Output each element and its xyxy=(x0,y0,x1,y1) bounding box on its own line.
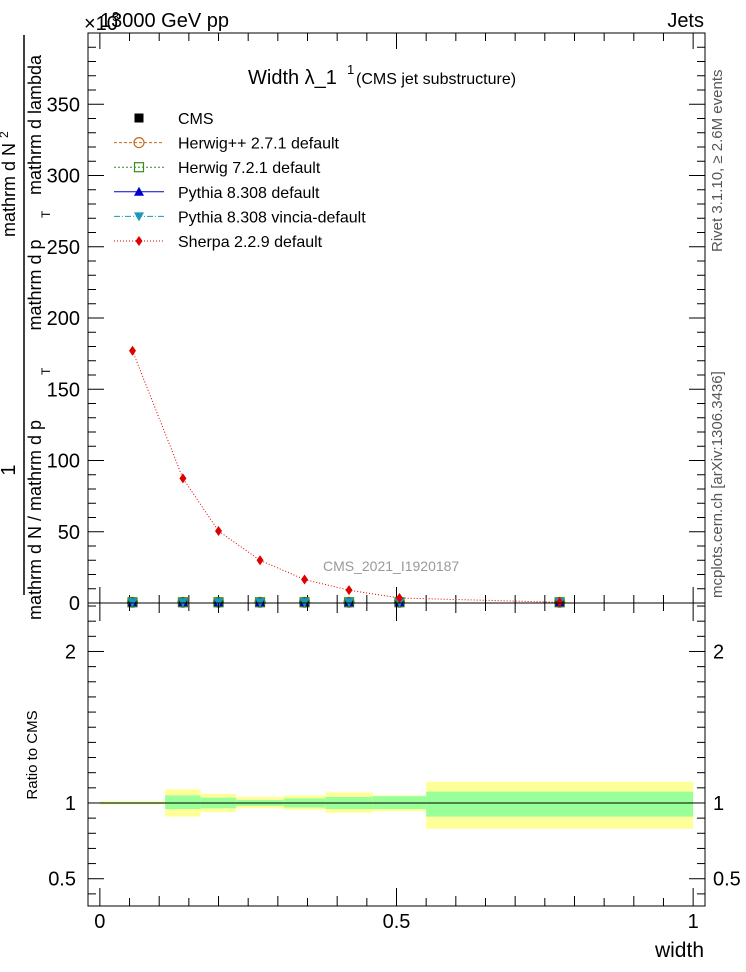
watermark: CMS_2021_I1920187 xyxy=(323,558,459,574)
main-title: Width λ_1 xyxy=(248,67,337,89)
main-y-axis-label: 1 mathrm d N / mathrm d p T mathrm d N 2… xyxy=(0,35,53,620)
legend-label: Pythia 8.308 default xyxy=(178,185,320,202)
sherpa-marker xyxy=(135,236,143,246)
main-y-tick-label: 200 xyxy=(47,308,80,330)
series-diamond xyxy=(128,345,564,608)
jets-label: Jets xyxy=(667,10,704,32)
main-title-suffix: (CMS jet substructure) xyxy=(356,71,516,88)
ratio-bands xyxy=(99,781,694,829)
main-y-tick-label: 350 xyxy=(47,94,80,116)
legend-label: Herwig 7.2.1 default xyxy=(178,160,321,177)
main-y-tick-label: 100 xyxy=(47,451,80,473)
sherpa-line xyxy=(132,350,560,603)
energy-label: 13000 GeV pp xyxy=(100,10,229,32)
sherpa-marker xyxy=(395,593,403,604)
ratio-y-tick-label: 2 xyxy=(65,641,76,663)
ratio-x-tick-label: 1 xyxy=(688,911,699,933)
legend-entry: Pythia 8.308 vincia-default xyxy=(114,209,366,226)
sherpa-marker xyxy=(556,597,564,608)
y-label-dlambda: mathrm d lambda xyxy=(25,54,45,195)
herwigpp-marker xyxy=(133,137,145,149)
y-label-denominator-sub: T xyxy=(39,210,53,218)
exponent-power: 3 xyxy=(112,9,119,24)
sherpa-marker xyxy=(301,574,309,585)
legend-label: Herwig++ 2.7.1 default xyxy=(178,136,340,153)
pythia-marker xyxy=(134,186,144,196)
legend-entry: Pythia 8.308 default xyxy=(114,185,320,202)
sherpa-marker xyxy=(256,555,264,566)
x-axis-label: width xyxy=(654,939,704,962)
legend-entry: Herwig 7.2.1 default xyxy=(114,160,321,177)
main-y-tick-label: 300 xyxy=(47,166,80,188)
sherpa-marker xyxy=(179,473,187,484)
main-y-tick-label: 150 xyxy=(47,379,80,401)
ratio-y-tick-label: 0.5 xyxy=(48,869,76,891)
y-label-denominator: mathrm d p xyxy=(25,239,45,330)
main-y-axis: 0 50 100 150 200 250 300 350 xyxy=(47,46,705,615)
exponent-label: ×10 xyxy=(84,13,118,35)
ratio-y-tick-label-right: 0.5 xyxy=(713,869,741,891)
ratio-y-tick-label: 1 xyxy=(65,793,76,815)
y-label-dn-dpt: mathrm d N / mathrm d p xyxy=(25,420,45,620)
main-panel: 0 50 100 150 200 250 300 350 Width λ_1 1 (CMS j… xyxy=(0,32,706,620)
legend-label: CMS xyxy=(178,111,214,128)
ratio-x-axis: 0 0.5 1 xyxy=(94,603,699,933)
y-label-numerator: mathrm d N xyxy=(0,143,19,237)
legend-entry: CMS xyxy=(134,111,214,128)
legend-entry: Herwig++ 2.7.1 default xyxy=(114,136,340,153)
legend-label: Pythia 8.308 vincia-default xyxy=(178,209,366,226)
legend: CMS Herwig++ 2.7.1 default Herwig 7.2.1 de… xyxy=(114,111,366,251)
y-label-numerator-sup: 2 xyxy=(0,131,11,138)
herwig7-marker xyxy=(133,162,145,173)
legend-label: Sherpa 2.2.9 default xyxy=(178,234,323,251)
y-label-one: 1 xyxy=(0,464,20,475)
sherpa-marker xyxy=(215,526,223,537)
main-y-tick-label: 0 xyxy=(69,593,80,615)
vincia-marker xyxy=(134,212,144,222)
mcplots-label: mcplots.cern.ch [arXiv:1306.3436] xyxy=(709,371,726,598)
ratio-frame xyxy=(87,602,706,907)
rivet-label: Rivet 3.1.10, ≥ 2.6M events xyxy=(709,70,726,253)
y-label-dn-dpt-sub: T xyxy=(39,367,53,375)
ratio-x-tick-label: 0.5 xyxy=(383,911,411,933)
ratio-inner-band xyxy=(165,795,201,810)
ratio-panel: 0.5 0.51 12 2 0 0.5 1 Ratio to CMS width xyxy=(24,602,741,962)
sherpa-marker xyxy=(345,585,353,596)
ratio-y-tick-label-right: 2 xyxy=(713,641,724,663)
main-title-superscript: 1 xyxy=(347,62,354,77)
cms-marker xyxy=(134,113,144,123)
ratio-y-label: Ratio to CMS xyxy=(24,710,41,799)
ratio-inner-band xyxy=(426,791,694,817)
main-y-tick-label: 250 xyxy=(47,237,80,259)
main-x-axis xyxy=(99,33,694,603)
legend-entry: Sherpa 2.2.9 default xyxy=(114,234,323,251)
sherpa-marker xyxy=(128,345,136,356)
ratio-x-tick-label: 0 xyxy=(94,911,105,933)
ratio-y-axis: 0.5 0.5 1 1 2 2 xyxy=(48,605,741,895)
ratio-y-tick-label-right: 1 xyxy=(713,793,724,815)
main-y-tick-label: 50 xyxy=(58,522,80,544)
